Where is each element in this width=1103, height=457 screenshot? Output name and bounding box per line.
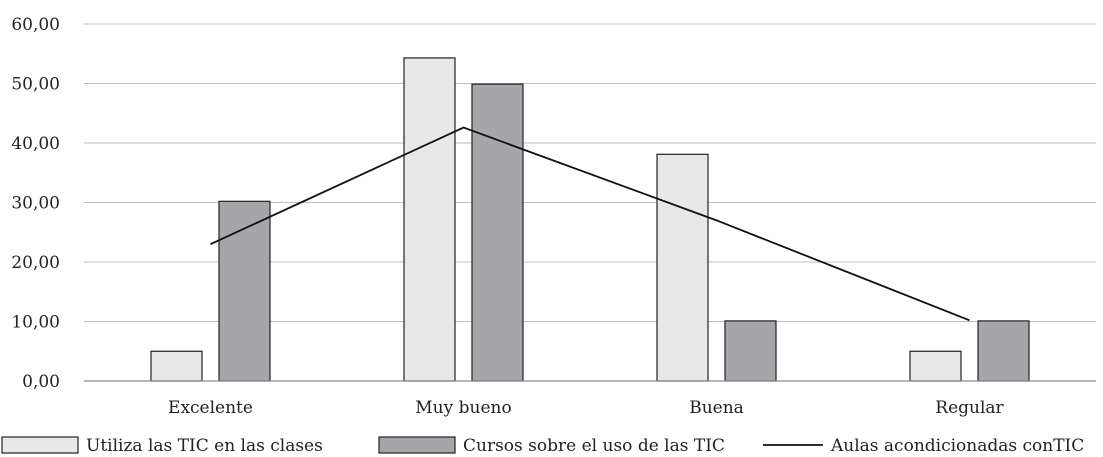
y-tick-label: 60,00 [11,15,60,35]
y-tick-label: 20,00 [11,253,60,273]
y-tick-label: 30,00 [11,194,60,214]
bar-utiliza-tic-muy-bueno [403,57,456,382]
bar-utiliza-tic-regular [909,350,962,382]
bar-cursos-tic-regular [977,320,1030,382]
y-tick-label: 0,00 [22,372,60,392]
legend-swatch [378,436,456,454]
y-tick-label: 10,00 [11,313,60,333]
y-tick-label: 50,00 [11,75,60,95]
bar-utiliza-tic-buena [656,153,709,382]
y-axis: 0,00 10,00 20,00 30,00 40,00 50,00 60,00 [11,15,60,392]
x-tick-label: Buena [689,398,744,418]
legend-item: Aulas acondicionadas conTIC [763,436,1084,456]
line-series [210,126,970,322]
bar-utiliza-tic-excelente [150,350,203,382]
bar-cursos-tic-muy-bueno [471,83,524,382]
bar-cursos-tic-buena [724,320,777,382]
x-tick-label: Regular [935,398,1004,418]
legend-item: Cursos sobre el uso de las TIC [378,436,725,456]
x-tick-label: Excelente [168,398,253,418]
legend: Utiliza las TIC en las clases Cursos sobr… [1,436,1084,456]
y-tick-label: 40,00 [11,134,60,154]
bars [150,57,1030,382]
x-tick-label: Muy bueno [415,398,511,418]
legend-swatch [1,436,79,454]
legend-item: Utiliza las TIC en las clases [1,436,323,456]
legend-label: Cursos sobre el uso de las TIC [463,436,725,456]
line-aulas-acondicionadas [210,126,970,322]
x-axis: Excelente Muy bueno Buena Regular [168,398,1005,418]
legend-label: Aulas acondicionadas conTIC [830,436,1084,456]
legend-label: Utiliza las TIC en las clases [86,436,323,456]
